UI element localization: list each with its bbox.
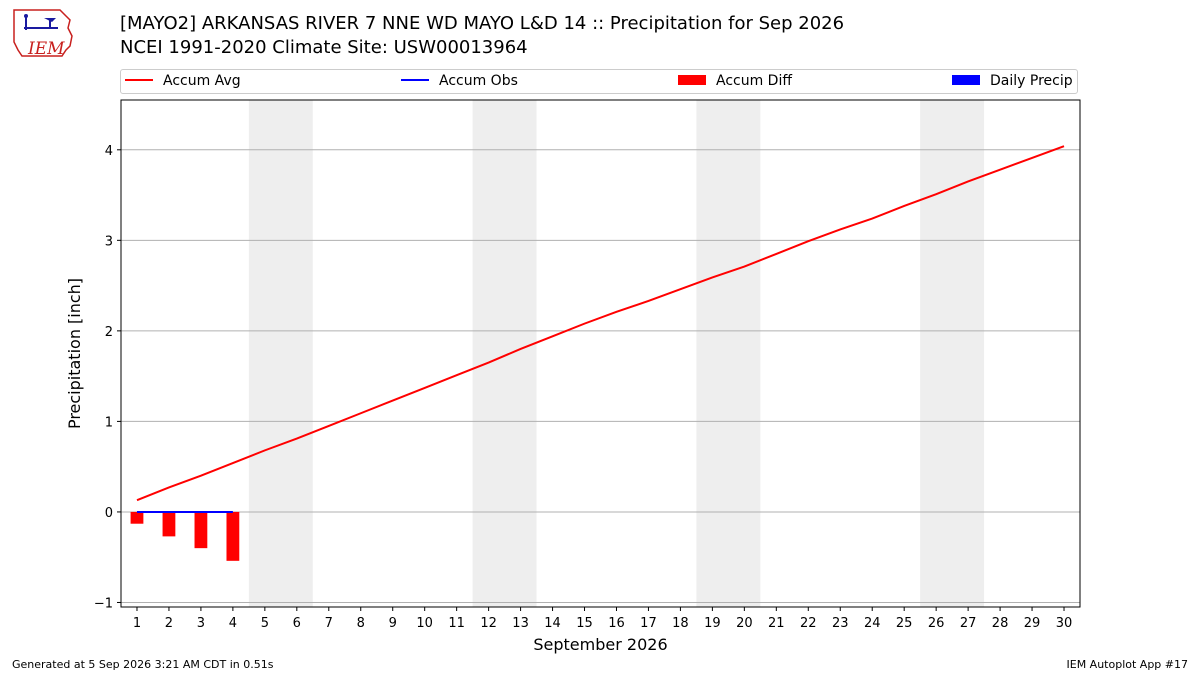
x-tick-label: 22	[800, 616, 817, 631]
legend-item-accum-diff: Accum Diff	[678, 73, 792, 89]
x-tick-label: 12	[480, 616, 497, 631]
y-tick-label: 0	[105, 506, 113, 521]
iem-logo-icon	[13, 9, 73, 57]
weekend-band	[696, 100, 761, 607]
accum-avg-line	[136, 145, 1065, 502]
iem-logo: IEM	[8, 6, 80, 59]
x-axis-label: September 2026	[533, 635, 667, 654]
x-tick-label: 25	[896, 616, 913, 631]
y-tick-label: 2	[105, 325, 113, 340]
x-tick-label: 28	[992, 616, 1009, 631]
footer-generated-text: Generated at 5 Sep 2026 3:21 AM CDT in 0…	[12, 658, 274, 671]
logo-text: IEM	[28, 39, 65, 59]
legend-swatch-accum-avg	[125, 79, 153, 81]
y-axis-label: Precipitation [inch]	[65, 278, 84, 429]
x-tick-label: 27	[960, 616, 977, 631]
x-tick-label: 8	[357, 616, 365, 631]
x-tick-label: 4	[229, 616, 237, 631]
x-tick-label: 13	[512, 616, 529, 631]
x-tick-label: 17	[640, 616, 657, 631]
accum-diff-bar	[130, 511, 144, 524]
x-tick-label: 16	[608, 616, 625, 631]
weekend-band	[248, 100, 313, 607]
x-tick-label: 3	[197, 616, 205, 631]
legend-swatch-accum-diff	[678, 75, 706, 85]
x-tick-label: 11	[448, 616, 465, 631]
x-tick-label: 9	[389, 616, 397, 631]
x-tick-label: 2	[165, 616, 173, 631]
legend-swatch-accum-obs	[401, 79, 429, 81]
x-tick-label: 29	[1024, 616, 1041, 631]
x-tick-label: 24	[864, 616, 881, 631]
footer-app-text: IEM Autoplot App #17	[1066, 658, 1189, 671]
x-tick-label: 26	[928, 616, 945, 631]
x-tick-label: 14	[544, 616, 561, 631]
weekend-band	[920, 100, 985, 607]
y-tick-label: 3	[105, 234, 113, 249]
x-tick-label: 18	[672, 616, 689, 631]
legend: Accum Avg Accum Obs Accum Diff Daily Pre…	[120, 69, 1078, 94]
plot-frame	[120, 99, 1081, 608]
legend-item-daily-precip: Daily Precip	[952, 73, 1073, 89]
x-tick-label: 20	[736, 616, 753, 631]
weekend-band	[472, 100, 537, 607]
legend-item-accum-avg: Accum Avg	[125, 73, 241, 89]
x-tick-label: 15	[576, 616, 593, 631]
chart-subtitle: NCEI 1991-2020 Climate Site: USW00013964	[120, 37, 528, 58]
accum-diff-bar	[226, 511, 240, 561]
y-tick-label: 4	[105, 144, 113, 159]
legend-item-accum-obs: Accum Obs	[401, 73, 518, 89]
accum-diff-bar	[162, 511, 176, 537]
x-tick-label: 30	[1056, 616, 1073, 631]
x-tick-label: 7	[325, 616, 333, 631]
y-tick-label: −1	[94, 596, 113, 611]
x-tick-label: 6	[293, 616, 301, 631]
x-tick-label: 23	[832, 616, 849, 631]
y-tick-label: 1	[105, 415, 113, 430]
x-tick-label: 10	[416, 616, 433, 631]
legend-label-daily-precip: Daily Precip	[990, 73, 1073, 89]
x-tick-label: 1	[133, 616, 141, 631]
legend-label-accum-avg: Accum Avg	[163, 73, 241, 89]
chart-title: [MAYO2] ARKANSAS RIVER 7 NNE WD MAYO L&D…	[120, 13, 845, 34]
legend-swatch-daily-precip	[952, 75, 980, 85]
legend-label-accum-diff: Accum Diff	[716, 73, 793, 89]
legend-label-accum-obs: Accum Obs	[439, 73, 518, 89]
x-tick-label: 21	[768, 616, 785, 631]
x-tick-label: 5	[261, 616, 269, 631]
accum-diff-bar	[194, 511, 208, 549]
x-tick-label: 19	[704, 616, 721, 631]
